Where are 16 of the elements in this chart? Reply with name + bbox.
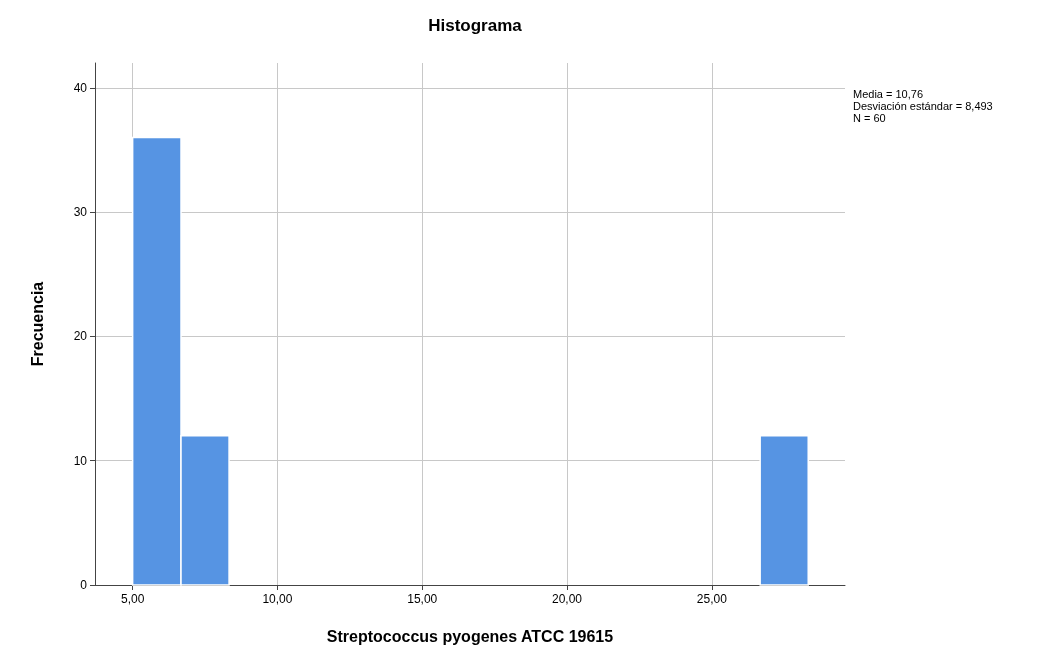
- x-tick-label: 25,00: [696, 592, 728, 606]
- x-axis-title: Streptococcus pyogenes ATCC 19615: [326, 627, 614, 645]
- y-tick-label: 30: [73, 205, 88, 220]
- y-tick-label: 0: [80, 578, 88, 592]
- y-tick-label: 20: [73, 329, 88, 344]
- y-axis-title: Frecuencia: [28, 281, 46, 367]
- x-tick-label: 20,00: [551, 592, 583, 606]
- y-tick-label: 40: [73, 80, 88, 95]
- chart-title: Histograma: [428, 16, 523, 35]
- x-tick-label: 5,00: [120, 592, 145, 606]
- x-tick-label: 10,00: [262, 592, 293, 606]
- x-tick-label: 15,00: [407, 592, 438, 606]
- text: N = 60: [853, 111, 886, 124]
- y-tick-label: 10: [73, 453, 88, 468]
- text: Desviación estándar = 8,493: [853, 99, 993, 112]
- text: Media = 10,76: [853, 87, 924, 100]
